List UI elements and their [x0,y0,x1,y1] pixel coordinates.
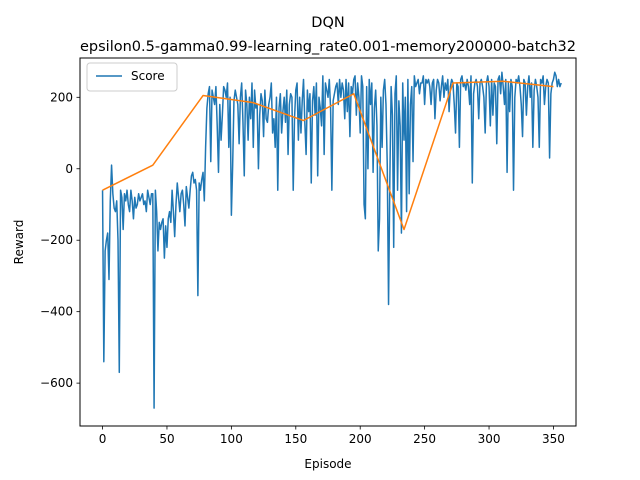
y-axis-ticks: −600 −400 −200 0 200 [40,90,80,390]
x-tick-label: 100 [220,432,243,446]
axes-frame [79,57,577,427]
y-tick-label: 200 [50,90,73,104]
chart-subtitle: epsilon0.5-gamma0.99-learning_rate0.001-… [80,39,576,55]
y-tick-label: −600 [40,376,73,390]
chart-title: DQN [311,15,344,31]
x-tick-label: 0 [99,432,107,446]
plot-area [101,71,562,409]
x-tick-label: 50 [159,432,174,446]
y-axis-label: Reward [12,220,26,265]
y-tick-label: −200 [40,233,73,247]
series-line-score [101,71,562,409]
y-tick-label: −400 [40,305,73,319]
legend-label-score: Score [131,69,165,83]
x-tick-label: 350 [542,432,565,446]
y-tick-label: 0 [65,162,73,176]
x-tick-label: 250 [413,432,436,446]
legend: Score [86,62,178,92]
x-axis-ticks: 0 50 100 150 200 250 300 350 [99,426,565,446]
x-axis-label: Episode [304,457,351,471]
legend-box [86,62,178,92]
x-tick-label: 200 [349,432,372,446]
x-tick-label: 150 [284,432,307,446]
x-tick-label: 300 [478,432,501,446]
series-line-series-1 [102,80,554,231]
